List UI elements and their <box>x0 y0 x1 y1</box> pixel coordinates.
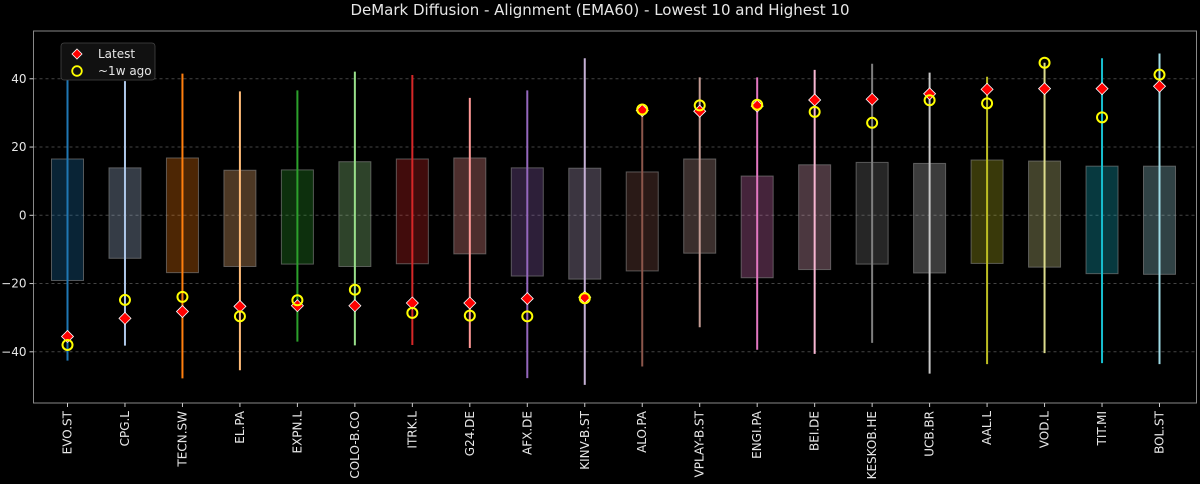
latest-marker-AAL.L <box>980 82 994 96</box>
1w-ago-marker-VOD.L <box>1038 56 1051 69</box>
latest-marker-EL.PA <box>233 299 247 313</box>
x-tick-label: EXPN.L <box>290 411 304 454</box>
latest-marker-TIT.MI <box>1095 82 1109 96</box>
x-tick-label: AAL.L <box>980 411 994 445</box>
1w-ago-marker-COLO-B.CO <box>348 283 361 296</box>
x-axis: EVO.ST CPG.L TECN.SW EL.PA EXPN.L COLO-B.CO IT… <box>61 403 1167 479</box>
1w-ago-marker-TECN.SW <box>176 290 189 303</box>
x-tick-label: AFX.DE <box>520 411 534 455</box>
legend-circle-icon <box>71 65 83 77</box>
1w-ago-marker-AFX.DE <box>521 310 534 323</box>
legend-diamond-icon <box>71 48 83 60</box>
x-tick-label: UCB.BR <box>923 411 937 457</box>
plot-frame <box>33 30 1197 404</box>
latest-marker-CPG.L <box>118 311 132 325</box>
legend: Latest ~1w ago <box>60 42 156 81</box>
x-tick-label: TECN.SW <box>175 411 189 468</box>
1w-ago-marker-G24.DE <box>463 309 476 322</box>
y-tick-label: 40 <box>11 72 26 86</box>
legend-box <box>60 42 156 81</box>
x-tick-label: VOD.L <box>1038 411 1052 448</box>
x-tick-label: CPG.L <box>118 411 132 447</box>
latest-marker-ITRK.L <box>405 296 419 310</box>
latest-marker-TECN.SW <box>175 304 190 319</box>
1w-ago-marker-EL.PA <box>233 310 246 323</box>
x-tick-label: KINV-B.ST <box>578 410 592 469</box>
x-tick-label: KESKOB.HE <box>865 411 879 479</box>
y-tick-label: −20 <box>1 277 26 291</box>
1w-ago-marker-KESKOB.HE <box>866 116 879 129</box>
marks <box>51 47 1176 385</box>
latest-marker-AFX.DE <box>520 292 534 306</box>
latest-marker-KESKOB.HE <box>865 92 879 106</box>
x-tick-label: VPLAY-B.ST <box>693 410 707 477</box>
1w-ago-marker-AAL.L <box>981 97 994 110</box>
x-tick-label: BEI.DE <box>808 411 822 451</box>
latest-marker-G24.DE <box>463 296 477 310</box>
x-tick-label: EVO.ST <box>61 410 75 454</box>
x-tick-label: ALO.PA <box>635 410 649 453</box>
1w-ago-marker-EXPN.L <box>291 294 304 307</box>
x-tick-label: BOL.ST <box>1153 410 1167 454</box>
1w-ago-marker-CPG.L <box>118 293 131 306</box>
latest-marker-BOL.ST <box>1152 79 1167 93</box>
1w-ago-marker-BOL.ST <box>1153 68 1166 81</box>
1w-ago-marker-TIT.MI <box>1096 111 1109 124</box>
y-tick-label: 20 <box>11 140 26 154</box>
x-tick-label: G24.DE <box>463 411 477 456</box>
grid <box>33 78 1197 353</box>
legend-1w-ago: ~1w ago <box>98 64 152 78</box>
legend-latest: Latest <box>98 47 135 61</box>
x-tick-label: TIT.MI <box>1095 411 1109 446</box>
x-tick-label: EL.PA <box>233 410 247 444</box>
1w-ago-marker-ALO.PA <box>636 103 649 116</box>
1w-ago-marker-ENGI.PA <box>751 98 764 111</box>
latest-marker-VOD.L <box>1037 82 1052 96</box>
1w-ago-marker-UCB.BR <box>923 94 936 107</box>
1w-ago-marker-KINV-B.ST <box>578 292 591 305</box>
1w-ago-marker-EVO.ST <box>61 338 74 351</box>
latest-marker-COLO-B.CO <box>348 299 362 313</box>
chart-title: DeMark Diffusion - Alignment (EMA60) - L… <box>350 1 849 19</box>
x-tick-label: ITRK.L <box>405 411 419 449</box>
y-tick-label: 0 <box>19 208 27 222</box>
latest-marker-EVO.ST <box>60 329 75 344</box>
1w-ago-marker-BEI.DE <box>808 105 821 118</box>
1w-ago-marker-VPLAY-B.ST <box>693 99 706 112</box>
1w-ago-marker-ITRK.L <box>406 306 419 319</box>
y-axis: −40 −20 0 20 40 <box>1 72 34 359</box>
x-tick-label: ENGI.PA <box>750 410 764 459</box>
x-tick-label: COLO-B.CO <box>348 411 362 479</box>
y-tick-label: −40 <box>1 345 26 359</box>
